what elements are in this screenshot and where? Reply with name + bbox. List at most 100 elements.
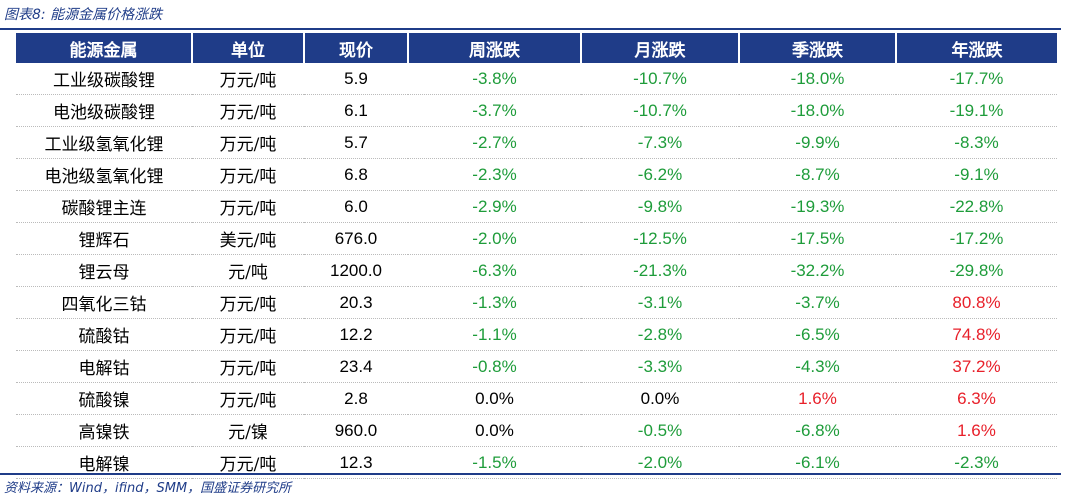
table-row: 高镍铁 元/镍 960.0 0.0% -0.5% -6.8% 1.6% xyxy=(16,414,1057,447)
quarter-change-cell: -6.8% xyxy=(739,414,896,447)
quarter-change-cell: 1.6% xyxy=(739,382,896,415)
price-cell: 6.0 xyxy=(304,190,408,223)
week-change-cell: -0.8% xyxy=(408,350,581,383)
unit-cell: 万元/吨 xyxy=(192,350,304,383)
week-change-cell: -1.1% xyxy=(408,318,581,351)
price-cell: 23.4 xyxy=(304,350,408,383)
year-change-cell: 80.8% xyxy=(896,286,1057,319)
price-cell: 960.0 xyxy=(304,414,408,447)
unit-cell: 万元/吨 xyxy=(192,318,304,351)
year-change-cell: -17.7% xyxy=(896,63,1057,95)
week-change-cell: -2.7% xyxy=(408,126,581,159)
month-change-cell: -6.2% xyxy=(581,158,739,191)
unit-cell: 万元/吨 xyxy=(192,158,304,191)
unit-cell: 美元/吨 xyxy=(192,222,304,255)
unit-cell: 万元/吨 xyxy=(192,126,304,159)
energy-metal-price-table: 能源金属 单位 现价 周涨跌 月涨跌 季涨跌 年涨跌 工业级碳酸锂 万元/吨 5.9… xyxy=(16,33,1057,479)
quarter-change-cell: -18.0% xyxy=(739,94,896,127)
metal-name-cell: 电解钴 xyxy=(16,350,192,383)
table-row: 电池级碳酸锂 万元/吨 6.1 -3.7% -10.7% -18.0% -19.1% xyxy=(16,94,1057,127)
month-change-cell: -0.5% xyxy=(581,414,739,447)
month-change-cell: -3.3% xyxy=(581,350,739,383)
year-change-cell: 6.3% xyxy=(896,382,1057,415)
month-change-cell: -7.3% xyxy=(581,126,739,159)
header-week-change: 周涨跌 xyxy=(408,33,582,63)
header-price: 现价 xyxy=(304,33,409,63)
price-cell: 2.8 xyxy=(304,382,408,415)
header-month-change: 月涨跌 xyxy=(581,33,740,63)
price-cell: 6.1 xyxy=(304,94,408,127)
year-change-cell: 37.2% xyxy=(896,350,1057,383)
table-row: 硫酸钴 万元/吨 12.2 -1.1% -2.8% -6.5% 74.8% xyxy=(16,318,1057,351)
metal-name-cell: 锂云母 xyxy=(16,254,192,287)
month-change-cell: -21.3% xyxy=(581,254,739,287)
quarter-change-cell: -3.7% xyxy=(739,286,896,319)
metal-name-cell: 锂辉石 xyxy=(16,222,192,255)
week-change-cell: 0.0% xyxy=(408,382,581,415)
table-row: 电解钴 万元/吨 23.4 -0.8% -3.3% -4.3% 37.2% xyxy=(16,350,1057,383)
table-row: 锂云母 元/吨 1200.0 -6.3% -21.3% -32.2% -29.8% xyxy=(16,254,1057,287)
year-change-cell: 1.6% xyxy=(896,414,1057,447)
metal-name-cell: 四氧化三钴 xyxy=(16,286,192,319)
unit-cell: 元/吨 xyxy=(192,254,304,287)
price-cell: 20.3 xyxy=(304,286,408,319)
week-change-cell: -3.7% xyxy=(408,94,581,127)
quarter-change-cell: -9.9% xyxy=(739,126,896,159)
table-header-row: 能源金属 单位 现价 周涨跌 月涨跌 季涨跌 年涨跌 xyxy=(16,33,1057,63)
table-row: 四氧化三钴 万元/吨 20.3 -1.3% -3.1% -3.7% 80.8% xyxy=(16,286,1057,319)
figure-caption: 图表8: 能源金属价格涨跌 xyxy=(4,7,163,23)
table-row: 工业级氢氧化锂 万元/吨 5.7 -2.7% -7.3% -9.9% -8.3% xyxy=(16,126,1057,159)
header-unit: 单位 xyxy=(192,33,305,63)
quarter-change-cell: -19.3% xyxy=(739,190,896,223)
metal-name-cell: 工业级氢氧化锂 xyxy=(16,126,192,159)
table-row: 电池级氢氧化锂 万元/吨 6.8 -2.3% -6.2% -8.7% -9.1% xyxy=(16,158,1057,191)
price-cell: 5.9 xyxy=(304,63,408,95)
week-change-cell: -2.0% xyxy=(408,222,581,255)
unit-cell: 万元/吨 xyxy=(192,63,304,95)
quarter-change-cell: -8.7% xyxy=(739,158,896,191)
unit-cell: 万元/吨 xyxy=(192,382,304,415)
header-metal: 能源金属 xyxy=(16,33,193,63)
month-change-cell: -12.5% xyxy=(581,222,739,255)
price-cell: 6.8 xyxy=(304,158,408,191)
week-change-cell: -1.3% xyxy=(408,286,581,319)
metal-name-cell: 工业级碳酸锂 xyxy=(16,63,192,95)
month-change-cell: -10.7% xyxy=(581,63,739,95)
unit-cell: 万元/吨 xyxy=(192,190,304,223)
week-change-cell: 0.0% xyxy=(408,414,581,447)
metal-name-cell: 高镍铁 xyxy=(16,414,192,447)
metal-name-cell: 碳酸锂主连 xyxy=(16,190,192,223)
year-change-cell: -8.3% xyxy=(896,126,1057,159)
price-cell: 1200.0 xyxy=(304,254,408,287)
week-change-cell: -2.3% xyxy=(408,158,581,191)
unit-cell: 万元/吨 xyxy=(192,94,304,127)
table-row: 锂辉石 美元/吨 676.0 -2.0% -12.5% -17.5% -17.2% xyxy=(16,222,1057,255)
price-cell: 5.7 xyxy=(304,126,408,159)
year-change-cell: -19.1% xyxy=(896,94,1057,127)
top-rule xyxy=(0,28,1061,30)
week-change-cell: -3.8% xyxy=(408,63,581,95)
quarter-change-cell: -17.5% xyxy=(739,222,896,255)
metal-name-cell: 硫酸镍 xyxy=(16,382,192,415)
month-change-cell: -10.7% xyxy=(581,94,739,127)
quarter-change-cell: -6.5% xyxy=(739,318,896,351)
metal-name-cell: 电池级氢氧化锂 xyxy=(16,158,192,191)
year-change-cell: -9.1% xyxy=(896,158,1057,191)
quarter-change-cell: -32.2% xyxy=(739,254,896,287)
year-change-cell: 74.8% xyxy=(896,318,1057,351)
month-change-cell: -9.8% xyxy=(581,190,739,223)
table-row: 工业级碳酸锂 万元/吨 5.9 -3.8% -10.7% -18.0% -17.7% xyxy=(16,63,1057,95)
metal-name-cell: 硫酸钴 xyxy=(16,318,192,351)
week-change-cell: -2.9% xyxy=(408,190,581,223)
month-change-cell: 0.0% xyxy=(581,382,739,415)
price-cell: 676.0 xyxy=(304,222,408,255)
price-cell: 12.2 xyxy=(304,318,408,351)
week-change-cell: -6.3% xyxy=(408,254,581,287)
quarter-change-cell: -4.3% xyxy=(739,350,896,383)
metal-name-cell: 电池级碳酸锂 xyxy=(16,94,192,127)
month-change-cell: -2.8% xyxy=(581,318,739,351)
bottom-rule xyxy=(0,473,1061,475)
header-year-change: 年涨跌 xyxy=(896,33,1057,63)
year-change-cell: -17.2% xyxy=(896,222,1057,255)
unit-cell: 元/镍 xyxy=(192,414,304,447)
